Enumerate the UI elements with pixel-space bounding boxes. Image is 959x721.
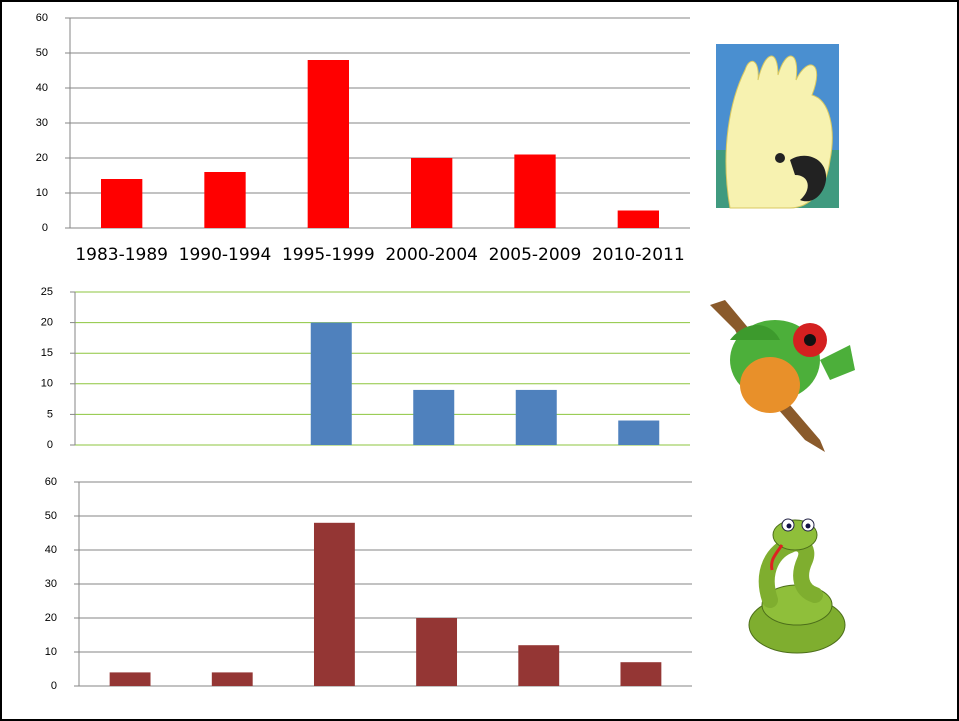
y-tick-label: 50 xyxy=(45,510,57,522)
bar xyxy=(618,420,660,445)
x-tick-label: 2000-2004 xyxy=(385,245,478,265)
cockatoo-image xyxy=(716,44,839,209)
y-tick-label: 0 xyxy=(42,222,48,234)
bar xyxy=(617,210,659,228)
bar xyxy=(416,618,458,686)
y-tick-label: 20 xyxy=(41,317,53,329)
bar xyxy=(413,389,455,445)
y-tick-label: 50 xyxy=(36,47,48,59)
bar xyxy=(101,179,143,228)
y-tick-label: 20 xyxy=(36,152,48,164)
bar xyxy=(204,172,246,228)
bar xyxy=(515,389,557,445)
y-tick-label: 60 xyxy=(45,476,57,488)
y-tick-label: 60 xyxy=(36,12,48,24)
y-tick-label: 10 xyxy=(45,646,57,658)
x-tick-label: 2010-2011 xyxy=(592,245,685,265)
y-tick-label: 30 xyxy=(36,117,48,129)
y-tick-label: 0 xyxy=(51,680,57,692)
bar xyxy=(411,158,453,228)
y-tick-label: 30 xyxy=(45,578,57,590)
y-tick-label: 10 xyxy=(41,378,53,390)
bar xyxy=(620,662,662,686)
x-tick-label: 1995-1999 xyxy=(282,245,375,265)
y-tick-label: 5 xyxy=(47,408,53,420)
y-tick-label: 40 xyxy=(36,82,48,94)
bar xyxy=(109,672,151,686)
bar xyxy=(307,60,349,228)
bar xyxy=(514,154,556,228)
x-tick-label: 1983-1989 xyxy=(75,245,168,265)
bar xyxy=(313,522,355,686)
bar xyxy=(518,645,560,686)
y-tick-label: 20 xyxy=(45,612,57,624)
y-tick-label: 15 xyxy=(41,347,53,359)
bar xyxy=(310,322,352,445)
snake-image xyxy=(748,518,846,654)
y-tick-label: 25 xyxy=(41,286,53,298)
bar xyxy=(211,672,253,686)
frog-image xyxy=(710,300,855,452)
x-tick-label: 2005-2009 xyxy=(489,245,582,265)
y-tick-label: 40 xyxy=(45,544,57,556)
x-tick-label: 1990-1994 xyxy=(179,245,272,265)
y-tick-label: 0 xyxy=(47,439,53,451)
y-tick-label: 10 xyxy=(36,187,48,199)
